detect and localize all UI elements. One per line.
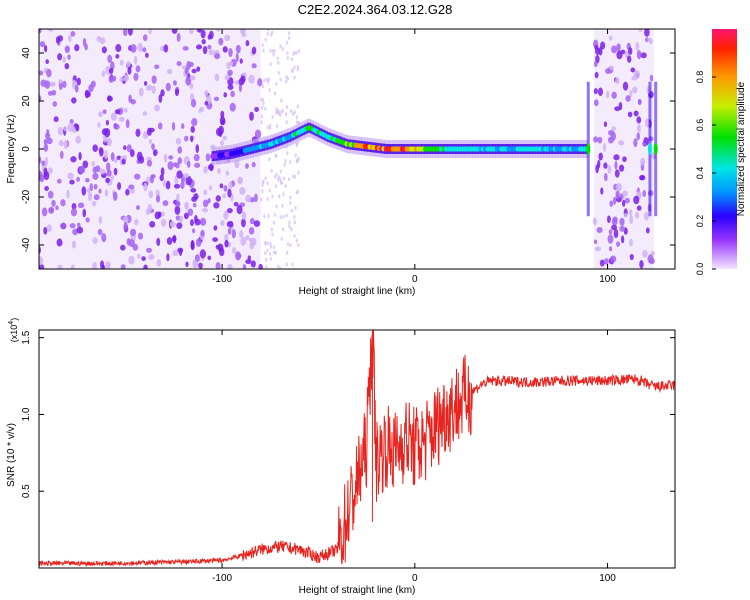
snr-multiplier: (x104) (8, 318, 19, 342)
y-tick-label: 0.5 (21, 484, 32, 498)
y-tick-label: 1.5 (21, 330, 32, 344)
y-tick-label: 0 (21, 146, 32, 152)
colorbar-tick-label: 0.8 (695, 71, 705, 84)
x-tick-label: 100 (599, 573, 616, 584)
snr-panel: -100 0 100 0.5 1.0 1.5 Height of straight li… (6, 318, 676, 596)
spectrogram-panel: -100 0 100 -40 -20 0 20 40 Height of straight … (6, 28, 676, 297)
colorbar: 0.0 0.2 0.4 0.6 0.8 Normalized spectral ampl… (695, 29, 747, 275)
colorbar-gradient (712, 29, 737, 269)
y-tick-label: -20 (21, 189, 32, 204)
y-tick-label: -40 (21, 237, 32, 252)
snr-xlabel: Height of straight line (km) (299, 585, 416, 596)
x-tick-label: 0 (412, 573, 418, 584)
spectrogram-xlabel: Height of straight line (km) (299, 286, 416, 297)
x-tick-label: 0 (412, 274, 418, 285)
svg-text:(x104): (x104) (8, 318, 19, 342)
snr-x-axis: -100 0 100 (212, 330, 616, 584)
colorbar-tick-label: 0.4 (695, 167, 705, 180)
snr-ylabel: SNR (10 * v/v) (6, 423, 17, 487)
colorbar-axis: 0.0 0.2 0.4 0.6 0.8 (695, 71, 716, 276)
snr-multiplier-text: (x10 (9, 325, 19, 343)
spectrogram-ylabel: Frequency (Hz) (6, 115, 17, 184)
y-tick-label: 20 (21, 95, 32, 107)
x-tick-label: -100 (212, 274, 232, 285)
spectrogram-noise (39, 29, 657, 269)
snr-y-axis: 0.5 1.0 1.5 (21, 330, 675, 498)
y-tick-label: 40 (21, 47, 32, 59)
snr-multiplier-exponent: 4 (8, 321, 15, 325)
colorbar-tick-label: 0.2 (695, 215, 705, 228)
colorbar-label: Normalized spectral amplitude (736, 81, 747, 216)
spectrogram-heatmap (39, 29, 658, 269)
x-tick-label: -100 (212, 573, 232, 584)
colorbar-tick-label: 0.0 (695, 263, 705, 276)
spectrogram-x-axis: -100 0 100 (212, 29, 616, 285)
y-tick-label: 1.0 (21, 407, 32, 421)
colorbar-tick-label: 0.6 (695, 119, 705, 132)
x-tick-label: 100 (599, 274, 616, 285)
spectrogram-y-axis: -40 -20 0 20 40 (21, 47, 675, 252)
spectrogram-ridge (210, 81, 658, 217)
snr-series-line (39, 330, 675, 568)
page-title: C2E2.2024.364.03.12.G28 (297, 2, 453, 17)
snr-frame (38, 329, 676, 569)
